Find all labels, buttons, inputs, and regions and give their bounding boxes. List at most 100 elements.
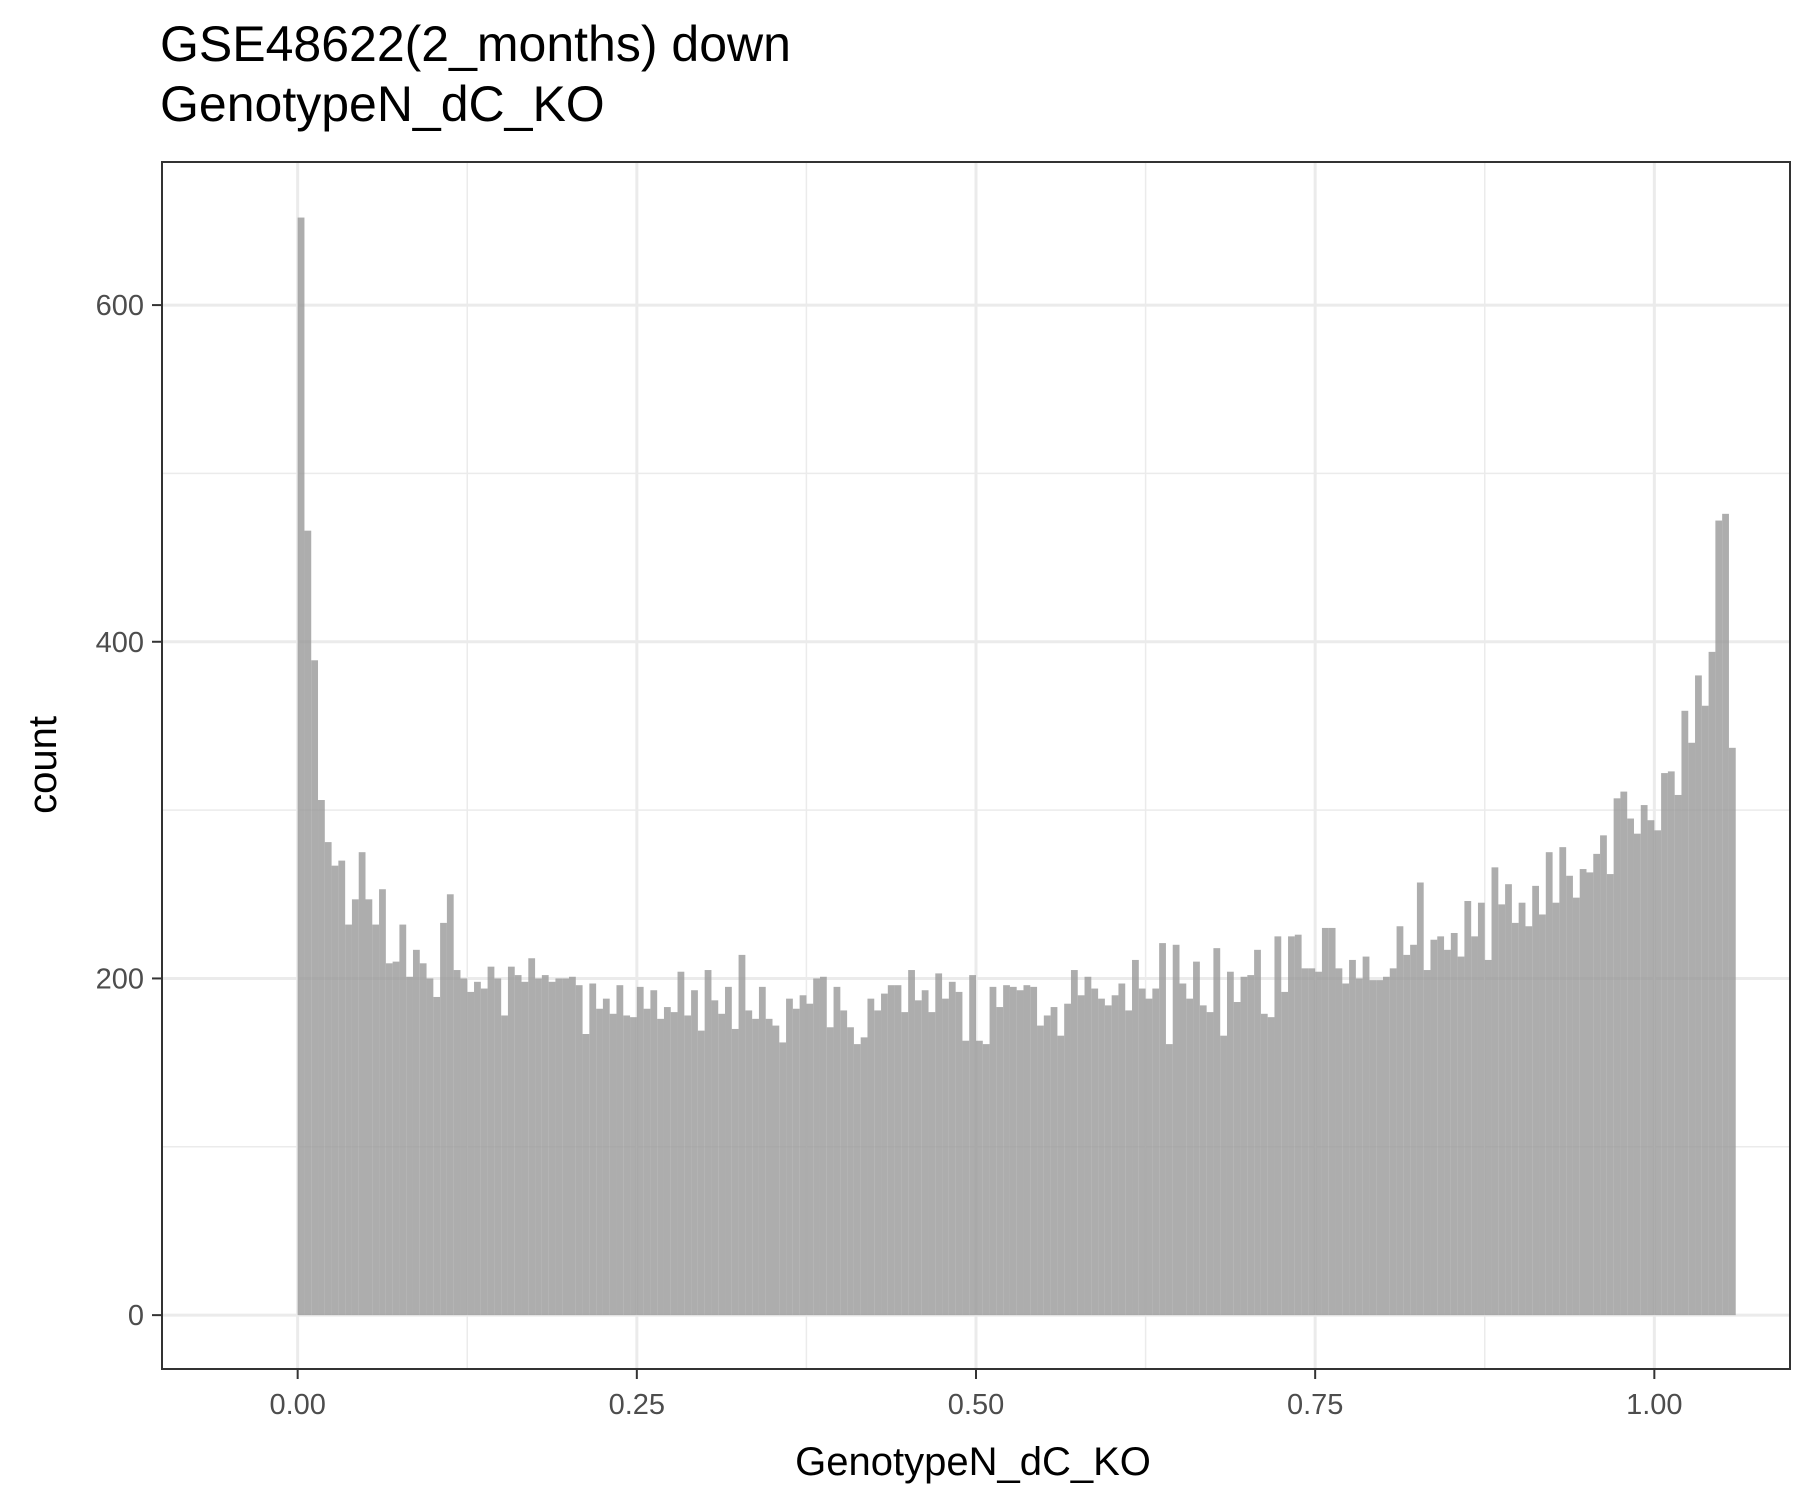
histogram-bar bbox=[1077, 995, 1085, 1316]
y-tick-label: 400 bbox=[96, 627, 144, 659]
histogram-bar bbox=[1009, 986, 1017, 1316]
chart-subtitle: GenotypeN_dC_KO bbox=[160, 76, 605, 132]
histogram-bar bbox=[1695, 675, 1702, 1316]
histogram-bar bbox=[582, 1034, 590, 1316]
histogram-bar bbox=[331, 865, 339, 1316]
x-tick-label: 0.75 bbox=[1287, 1389, 1343, 1421]
histogram-bar bbox=[1301, 968, 1309, 1316]
histogram-bar bbox=[345, 924, 352, 1316]
histogram-bar bbox=[1179, 983, 1187, 1316]
histogram-bar bbox=[379, 889, 386, 1316]
histogram-bar bbox=[799, 995, 807, 1316]
histogram-bar bbox=[1376, 980, 1383, 1316]
histogram-bar bbox=[1701, 705, 1709, 1316]
histogram-bar bbox=[1070, 970, 1078, 1316]
histogram-bar bbox=[704, 970, 712, 1316]
histogram-bar bbox=[1681, 710, 1689, 1316]
histogram-bar bbox=[507, 966, 515, 1316]
histogram-bar bbox=[847, 1027, 854, 1316]
histogram-bar bbox=[853, 1044, 861, 1316]
histogram-bar bbox=[1199, 1005, 1207, 1316]
histogram-bar bbox=[928, 1012, 936, 1316]
histogram-bar bbox=[874, 1010, 882, 1316]
histogram-bar bbox=[691, 990, 698, 1316]
histogram-bar bbox=[840, 1010, 848, 1316]
histogram-bar bbox=[1396, 926, 1404, 1316]
histogram-bar bbox=[1484, 959, 1492, 1316]
histogram-bar bbox=[1430, 939, 1438, 1316]
histogram-bar bbox=[1281, 991, 1289, 1316]
histogram-bar bbox=[792, 1008, 800, 1316]
histogram-bar bbox=[894, 985, 902, 1316]
histogram-bar bbox=[630, 1017, 637, 1316]
histogram-bar bbox=[1050, 1007, 1058, 1316]
histogram-bar bbox=[304, 530, 312, 1316]
histogram-bar bbox=[718, 1013, 726, 1316]
histogram-bar bbox=[996, 1007, 1004, 1316]
histogram-bar bbox=[338, 860, 346, 1316]
histogram-bar bbox=[1369, 980, 1377, 1316]
histogram-bar bbox=[501, 1015, 508, 1316]
histogram-bar bbox=[1037, 1025, 1044, 1316]
histogram-bar bbox=[1674, 794, 1682, 1316]
histogram-bar bbox=[1525, 926, 1533, 1316]
histogram-bar bbox=[1437, 936, 1445, 1316]
histogram-bar bbox=[643, 1008, 651, 1316]
y-tick-label: 0 bbox=[128, 1300, 144, 1332]
histogram-bar bbox=[548, 981, 556, 1316]
histogram-bar bbox=[1220, 1035, 1227, 1316]
histogram-bar bbox=[311, 660, 319, 1316]
histogram-bar bbox=[1260, 1013, 1268, 1316]
histogram-bar bbox=[494, 978, 502, 1316]
histogram-bar bbox=[419, 963, 427, 1316]
histogram-bar bbox=[1098, 998, 1105, 1316]
histogram-bar bbox=[935, 973, 943, 1316]
histogram-bar bbox=[982, 1044, 990, 1316]
y-axis-label: count bbox=[21, 716, 65, 814]
histogram-bar bbox=[1620, 791, 1628, 1316]
histogram-bar bbox=[1518, 902, 1526, 1316]
histogram-bar bbox=[758, 986, 766, 1316]
histogram-bar bbox=[684, 1015, 692, 1316]
histogram-bar bbox=[636, 986, 644, 1316]
histogram-bar bbox=[1498, 904, 1506, 1316]
histogram-bar bbox=[487, 966, 495, 1316]
histogram-bar bbox=[670, 1012, 678, 1316]
histogram-bar bbox=[385, 963, 393, 1316]
histogram-bar bbox=[1145, 998, 1153, 1316]
histogram-bar bbox=[1165, 1044, 1173, 1316]
histogram-bar bbox=[365, 899, 373, 1316]
histogram-bar bbox=[989, 986, 997, 1316]
histogram-bar bbox=[433, 996, 441, 1316]
histogram-bar bbox=[1708, 651, 1716, 1316]
histogram-bar bbox=[1640, 805, 1648, 1316]
histogram-bar bbox=[786, 998, 793, 1316]
histogram-bar bbox=[1335, 968, 1343, 1316]
histogram-bar bbox=[657, 1018, 664, 1316]
histogram-bar bbox=[1539, 914, 1546, 1316]
chart-title: GSE48622(2_months) down bbox=[160, 16, 791, 72]
histogram-bar bbox=[1722, 513, 1729, 1316]
histogram-bar bbox=[1579, 869, 1587, 1316]
x-axis-label: GenotypeN_dC_KO bbox=[795, 1440, 1151, 1484]
histogram-bar bbox=[1389, 968, 1397, 1316]
chart-title-block: GSE48622(2_months) down GenotypeN_dC_KO bbox=[160, 14, 791, 134]
histogram-bar bbox=[541, 975, 549, 1316]
axis-ticks: 0.00 0.25 0.50 0.75 1.00 0 200 400 600 bbox=[96, 290, 1683, 1421]
histogram-bar bbox=[1552, 902, 1560, 1316]
histogram-bar bbox=[806, 1003, 814, 1316]
histogram-bar bbox=[535, 978, 542, 1316]
histogram-bar bbox=[358, 852, 366, 1316]
x-tick-label: 1.00 bbox=[1626, 1389, 1682, 1421]
histogram-bar bbox=[1606, 874, 1614, 1316]
x-tick-label: 0.25 bbox=[609, 1389, 665, 1421]
histogram-bar bbox=[1559, 847, 1567, 1316]
histogram-bar bbox=[976, 1040, 983, 1316]
histogram-bar bbox=[467, 991, 475, 1316]
histogram-bar bbox=[446, 894, 454, 1316]
histogram-bar bbox=[1572, 897, 1580, 1316]
histogram-bar bbox=[1464, 901, 1472, 1316]
histogram-bar bbox=[738, 954, 746, 1316]
histogram-bar bbox=[399, 924, 407, 1316]
histogram-bar bbox=[779, 1042, 787, 1316]
